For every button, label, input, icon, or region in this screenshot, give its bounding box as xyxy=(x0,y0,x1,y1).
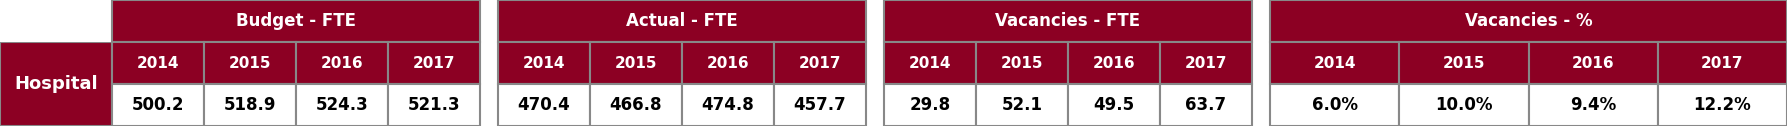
Text: 2016: 2016 xyxy=(320,55,363,71)
Bar xyxy=(590,84,683,126)
Bar xyxy=(388,84,481,126)
Text: Vacancies - %: Vacancies - % xyxy=(1465,12,1592,30)
Text: 9.4%: 9.4% xyxy=(1571,96,1615,114)
Bar xyxy=(1658,42,1787,84)
Bar xyxy=(1069,42,1160,84)
Bar xyxy=(0,42,113,126)
Bar xyxy=(683,84,774,126)
Bar xyxy=(1528,84,1658,126)
Text: 2017: 2017 xyxy=(799,55,842,71)
Text: 6.0%: 6.0% xyxy=(1312,96,1358,114)
Text: 470.4: 470.4 xyxy=(518,96,570,114)
Text: 518.9: 518.9 xyxy=(223,96,277,114)
Bar xyxy=(885,42,976,84)
Text: 500.2: 500.2 xyxy=(132,96,184,114)
Text: 29.8: 29.8 xyxy=(910,96,951,114)
Text: 2016: 2016 xyxy=(1092,55,1135,71)
Text: 2015: 2015 xyxy=(615,55,658,71)
Bar xyxy=(1399,84,1528,126)
Bar xyxy=(204,42,297,84)
Bar xyxy=(885,84,976,126)
Bar xyxy=(774,42,867,84)
Bar xyxy=(590,42,683,84)
Bar xyxy=(1271,84,1399,126)
Bar xyxy=(499,84,590,126)
Bar xyxy=(1399,42,1528,84)
Text: 2017: 2017 xyxy=(413,55,456,71)
Text: 2014: 2014 xyxy=(910,55,951,71)
Bar xyxy=(113,84,204,126)
Text: 474.8: 474.8 xyxy=(702,96,754,114)
Bar xyxy=(976,84,1069,126)
Text: 63.7: 63.7 xyxy=(1185,96,1226,114)
Bar xyxy=(204,84,297,126)
Text: Hospital: Hospital xyxy=(14,75,98,93)
Text: 524.3: 524.3 xyxy=(316,96,368,114)
Bar xyxy=(1160,42,1253,84)
Bar xyxy=(297,84,388,126)
Text: Budget - FTE: Budget - FTE xyxy=(236,12,356,30)
Text: 10.0%: 10.0% xyxy=(1435,96,1492,114)
Bar xyxy=(1271,42,1399,84)
Text: 466.8: 466.8 xyxy=(609,96,663,114)
Text: 2015: 2015 xyxy=(1001,55,1044,71)
Bar xyxy=(683,42,774,84)
Text: 457.7: 457.7 xyxy=(793,96,847,114)
Bar xyxy=(885,0,1253,42)
Bar xyxy=(113,42,204,84)
Text: 2016: 2016 xyxy=(1573,55,1614,71)
Bar xyxy=(1658,84,1787,126)
Bar xyxy=(1271,0,1787,42)
Bar xyxy=(1160,84,1253,126)
Bar xyxy=(0,0,113,42)
Bar xyxy=(1528,42,1658,84)
Text: 2017: 2017 xyxy=(1185,55,1228,71)
Text: Actual - FTE: Actual - FTE xyxy=(625,12,738,30)
Bar xyxy=(499,0,867,42)
Bar xyxy=(297,42,388,84)
Text: 2015: 2015 xyxy=(229,55,272,71)
Bar xyxy=(388,42,481,84)
Text: 2014: 2014 xyxy=(524,55,565,71)
Text: 521.3: 521.3 xyxy=(407,96,461,114)
Bar xyxy=(499,42,590,84)
Bar xyxy=(113,0,481,42)
Text: Vacancies - FTE: Vacancies - FTE xyxy=(995,12,1140,30)
Text: 12.2%: 12.2% xyxy=(1694,96,1751,114)
Text: 2014: 2014 xyxy=(1313,55,1356,71)
Bar xyxy=(774,84,867,126)
Text: 2017: 2017 xyxy=(1701,55,1744,71)
Bar xyxy=(976,42,1069,84)
Text: 2016: 2016 xyxy=(706,55,749,71)
Text: 52.1: 52.1 xyxy=(1001,96,1042,114)
Text: 2015: 2015 xyxy=(1442,55,1485,71)
Text: 49.5: 49.5 xyxy=(1094,96,1135,114)
Text: 2014: 2014 xyxy=(138,55,179,71)
Bar xyxy=(1069,84,1160,126)
